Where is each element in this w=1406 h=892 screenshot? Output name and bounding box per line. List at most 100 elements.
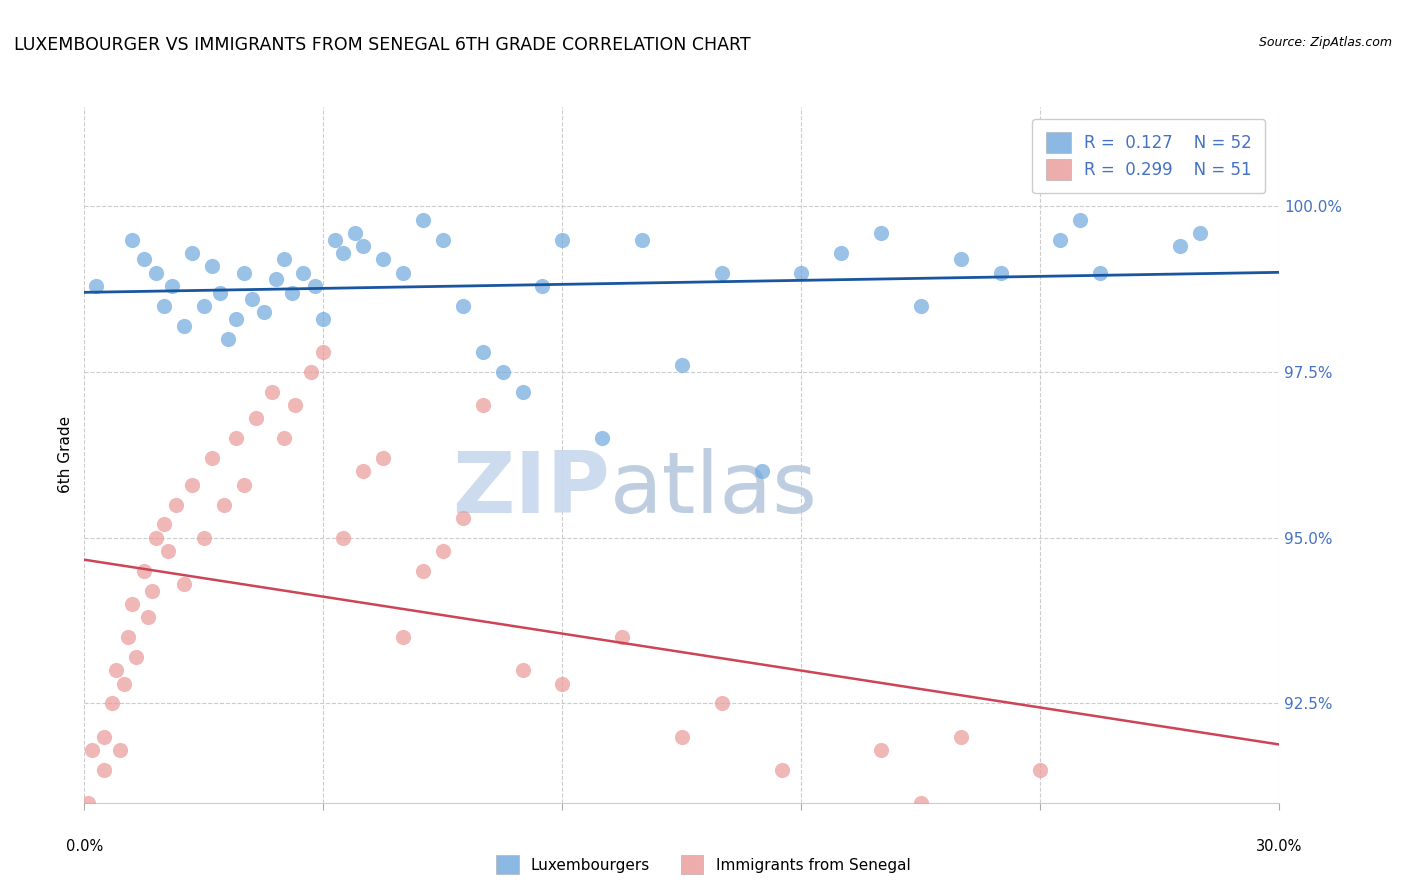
Point [173,318,195,333]
Point [1188,226,1211,240]
Point [273,252,295,267]
Point [373,252,395,267]
Point [432,233,454,247]
Point [392,630,415,644]
Point [292,266,315,280]
Point [451,299,474,313]
Text: ZIP: ZIP [453,448,610,532]
Point [990,266,1012,280]
Point [105,663,128,677]
Point [451,511,474,525]
Text: LUXEMBOURGER VS IMMIGRANTS FROM SENEGAL 6TH GRADE CORRELATION CHART: LUXEMBOURGER VS IMMIGRANTS FROM SENEGAL … [14,36,751,54]
Point [273,431,295,445]
Point [86,279,108,293]
Point [157,544,180,558]
Point [551,233,574,247]
Point [136,610,159,624]
Point [86,829,108,843]
Text: atlas: atlas [610,448,818,532]
Point [591,431,613,445]
Point [82,743,104,757]
Point [77,796,100,810]
Point [153,299,176,313]
Point [1069,212,1091,227]
Point [145,266,167,280]
Point [332,531,354,545]
Point [201,451,224,466]
Point [373,451,395,466]
Point [101,697,124,711]
Point [1168,239,1191,253]
Point [631,233,654,247]
Point [304,279,326,293]
Point [225,312,247,326]
Point [870,226,893,240]
Text: 30.0%: 30.0% [1257,839,1302,855]
Point [112,676,135,690]
Point [260,384,283,399]
Point [153,517,176,532]
Point [352,465,374,479]
Point [201,259,224,273]
Point [512,663,534,677]
Point [141,583,163,598]
Point [145,531,167,545]
Point [93,763,115,777]
Point [253,305,276,319]
Point [125,650,148,665]
Point [193,531,215,545]
Point [312,345,335,359]
Point [117,630,139,644]
Point [531,279,554,293]
Point [392,266,415,280]
Point [671,730,693,744]
Point [1049,233,1071,247]
Point [870,743,893,757]
Point [264,272,287,286]
Point [121,597,143,611]
Point [710,266,733,280]
Point [551,676,574,690]
Point [217,332,239,346]
Point [412,212,434,227]
Point [121,233,143,247]
Point [132,252,156,267]
Point [671,359,693,373]
Point [344,226,367,240]
Point [751,465,773,479]
Point [332,245,354,260]
Point [245,411,267,425]
Point [512,384,534,399]
Point [471,398,494,412]
Point [284,398,307,412]
Point [830,809,852,823]
Text: 0.0%: 0.0% [66,839,103,855]
Point [232,266,254,280]
Point [225,431,247,445]
Point [790,266,813,280]
Point [280,285,302,300]
Point [1029,763,1052,777]
Legend: Luxembourgers, Immigrants from Senegal: Luxembourgers, Immigrants from Senegal [489,849,917,880]
Point [132,564,156,578]
Point [770,763,793,777]
Point [110,743,132,757]
Point [181,245,204,260]
Point [208,285,231,300]
Point [312,312,335,326]
Legend: R =  0.127    N = 52, R =  0.299    N = 51: R = 0.127 N = 52, R = 0.299 N = 51 [1032,119,1265,193]
Point [160,279,183,293]
Point [301,365,323,379]
Point [181,477,204,491]
Point [212,498,235,512]
Point [325,233,347,247]
Point [240,292,263,306]
Point [432,544,454,558]
Point [412,564,434,578]
Point [910,299,932,313]
Point [612,630,634,644]
Point [165,498,187,512]
Text: Source: ZipAtlas.com: Source: ZipAtlas.com [1258,36,1392,49]
Point [352,239,374,253]
Point [1090,266,1112,280]
